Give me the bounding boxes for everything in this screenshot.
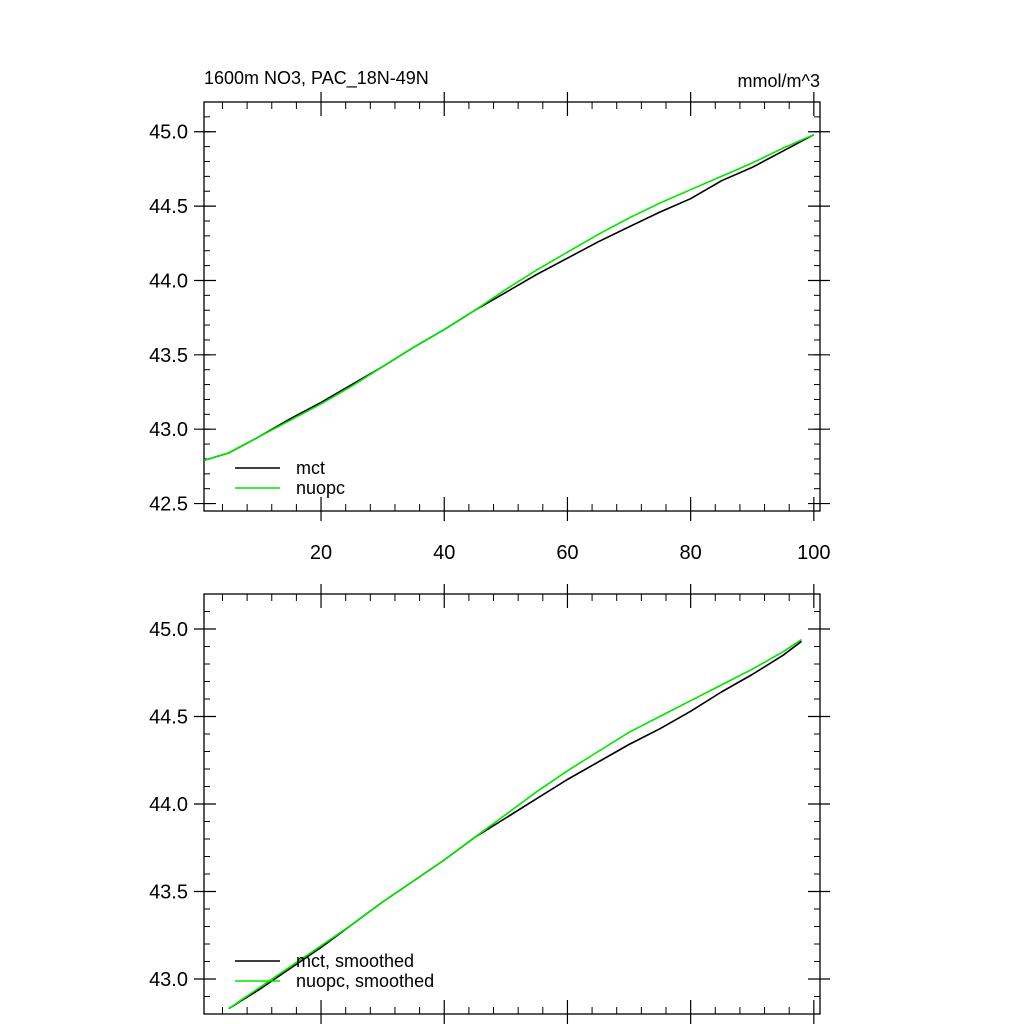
y-tick-label: 44.0 <box>149 270 188 292</box>
y-tick-label: 43.5 <box>149 882 188 904</box>
legend-label: mct, smoothed <box>296 951 414 971</box>
x-tick-label: 40 <box>433 542 455 564</box>
bottom-axes: 43.0 43.5 44.0 44.5 45.0 <box>149 584 830 1024</box>
series-line-nuopc-smoothed <box>228 638 802 1010</box>
legend-label: mct <box>296 458 325 478</box>
plot-frame <box>203 101 821 512</box>
series-line-mct <box>203 133 815 462</box>
series-line-nuopc <box>203 133 815 462</box>
top-panel: 1600m NO3, PAC_18N-49N mmol/m^3 42.5 43.0… <box>149 68 830 564</box>
x-tick-label: 100 <box>797 542 830 564</box>
series-line-mct-smoothed <box>228 640 802 1010</box>
x-tick-label: 60 <box>556 542 578 564</box>
x-tick-label: 80 <box>680 542 702 564</box>
y-tick-label: 44.0 <box>149 794 188 816</box>
chart-title: 1600m NO3, PAC_18N-49N <box>204 68 429 89</box>
legend-label: nuopc, smoothed <box>296 971 434 991</box>
y-tick-label: 42.5 <box>149 494 188 516</box>
y-tick-label: 43.0 <box>149 969 188 991</box>
x-tick-label: 20 <box>310 542 332 564</box>
bottom-panel: 43.0 43.5 44.0 44.5 45.0 mct, smoothednuopc,… <box>149 584 830 1024</box>
y-tick-label: 44.5 <box>149 707 188 729</box>
y-tick-label: 45.0 <box>149 122 188 144</box>
top-series <box>203 133 815 462</box>
top-axes: 42.5 43.0 43.5 44.0 44.5 45.0 20 40 60 80 100 <box>149 92 831 564</box>
y-tick-label: 45.0 <box>149 619 188 641</box>
legend-label: nuopc <box>296 478 345 498</box>
y-tick-label: 43.0 <box>149 419 188 441</box>
y-tick-label: 44.5 <box>149 196 188 218</box>
units-label: mmol/m^3 <box>738 71 820 91</box>
bottom-series <box>228 638 802 1010</box>
y-tick-label: 43.5 <box>149 345 188 367</box>
